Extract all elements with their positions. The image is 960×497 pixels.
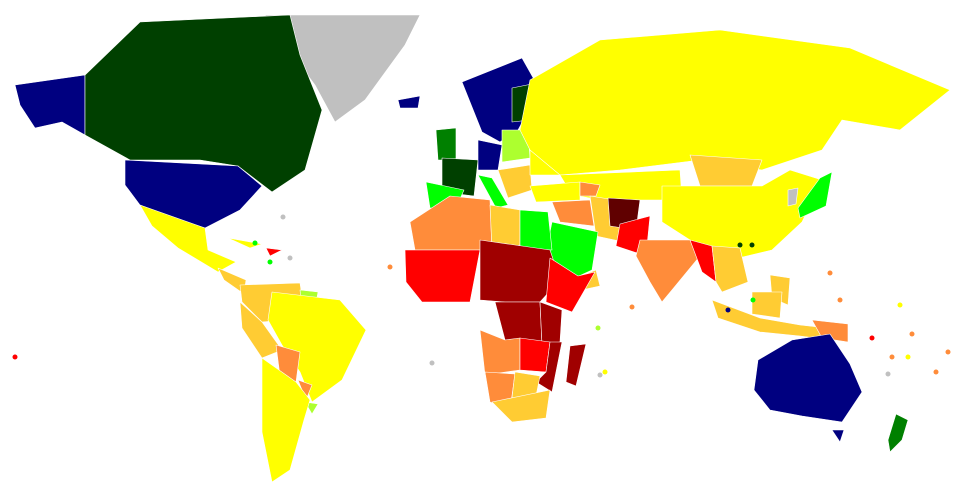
island-marker	[629, 304, 635, 310]
region-italy	[477, 174, 509, 209]
region-germany	[477, 139, 503, 171]
island-marker	[909, 331, 915, 337]
island-marker	[750, 297, 756, 303]
island-marker	[945, 349, 951, 355]
region-caucasus	[579, 181, 601, 197]
island-marker	[889, 354, 895, 360]
region-france-benelux	[441, 157, 479, 197]
island-marker	[837, 297, 843, 303]
island-marker	[749, 242, 755, 248]
island-marker	[429, 360, 435, 366]
island-marker	[252, 240, 258, 246]
map-island-markers	[12, 214, 951, 378]
region-brazil	[267, 291, 367, 403]
region-mexico	[139, 204, 237, 273]
region-korea	[787, 187, 799, 207]
region-madagascar	[565, 343, 587, 387]
island-marker	[597, 372, 603, 378]
region-indochina	[711, 245, 749, 293]
region-iraq-syria	[551, 199, 595, 227]
region-iceland	[397, 95, 421, 109]
region-hispaniola	[265, 247, 283, 257]
region-east-africa	[539, 301, 563, 346]
island-marker	[602, 369, 608, 375]
region-mongolia	[689, 154, 763, 187]
island-marker	[933, 369, 939, 375]
region-japan	[797, 171, 833, 219]
region-turkey	[529, 181, 581, 203]
region-russia	[519, 29, 951, 176]
region-egypt	[519, 209, 553, 251]
region-cuba	[227, 237, 263, 249]
island-marker	[280, 214, 286, 220]
region-balkans	[497, 164, 533, 199]
region-tasmania	[831, 429, 845, 443]
island-marker	[267, 259, 273, 265]
region-horn-of-africa	[545, 257, 596, 313]
region-india	[635, 239, 701, 303]
island-marker	[897, 302, 903, 308]
island-marker	[905, 354, 911, 360]
map-regions	[14, 14, 951, 483]
region-new-zealand	[887, 413, 909, 453]
island-marker	[885, 371, 891, 377]
region-canada	[84, 14, 323, 193]
region-alaska	[14, 74, 86, 136]
region-mozambique	[535, 341, 563, 393]
region-usa	[124, 159, 263, 229]
region-zambia-malawi	[519, 337, 551, 373]
region-west-africa	[404, 249, 481, 303]
island-marker	[287, 255, 293, 261]
island-marker	[12, 354, 18, 360]
island-marker	[869, 335, 875, 341]
region-south-africa	[491, 389, 551, 423]
island-marker	[595, 325, 601, 331]
region-peru-ecuador	[239, 301, 283, 359]
island-marker	[737, 242, 743, 248]
island-marker	[725, 307, 731, 313]
region-borneo	[751, 291, 783, 319]
region-australia	[753, 333, 863, 423]
region-china	[661, 169, 823, 263]
region-png	[811, 319, 849, 343]
region-southern-cone	[261, 357, 311, 483]
island-marker	[827, 270, 833, 276]
island-marker	[387, 264, 393, 270]
region-uk-ireland	[435, 127, 457, 161]
